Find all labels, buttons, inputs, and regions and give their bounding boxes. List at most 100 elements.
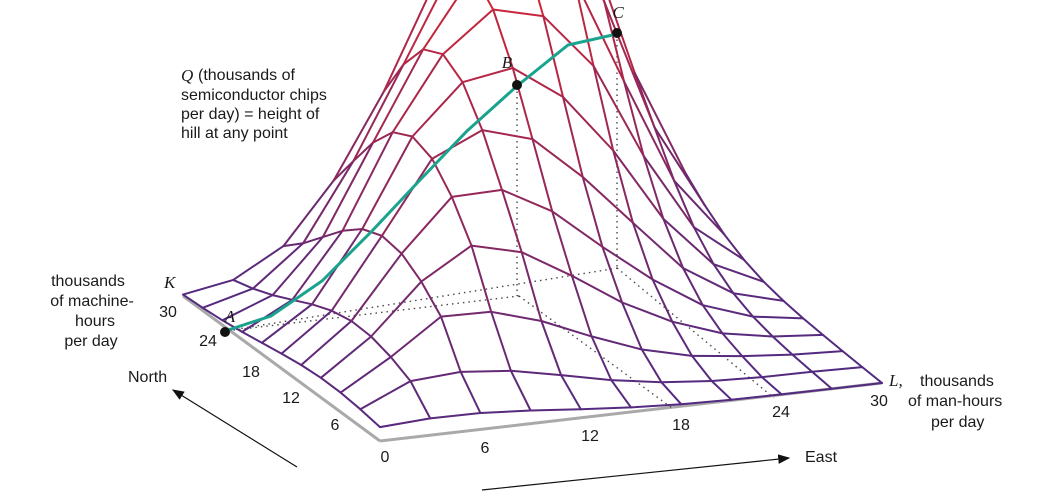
mesh-line-83 xyxy=(350,252,403,322)
mesh-line-157 xyxy=(642,155,695,229)
mesh-line-44 xyxy=(420,280,442,318)
mesh-line-218 xyxy=(684,171,706,207)
mesh-line-76 xyxy=(352,141,374,163)
l-axis-label-line-1: thousands xyxy=(920,373,994,390)
projection-a-to-c xyxy=(224,267,619,332)
mesh-line-51 xyxy=(590,335,643,351)
mesh-line-187 xyxy=(352,63,405,163)
mesh-line-151 xyxy=(492,8,545,18)
mesh-line-48 xyxy=(380,234,403,255)
mesh-line-80 xyxy=(560,374,582,411)
mesh-line-77 xyxy=(721,332,774,338)
mesh-line-26 xyxy=(350,320,373,338)
mesh-line-177 xyxy=(623,80,676,182)
mesh-line-10 xyxy=(260,341,283,355)
point-a xyxy=(220,327,230,337)
mesh-line-27 xyxy=(509,369,563,377)
k-axis-base xyxy=(182,294,381,443)
mesh-line-24 xyxy=(370,335,392,358)
mesh-line-114 xyxy=(486,0,495,11)
l-tick-12: 12 xyxy=(581,428,599,445)
mesh-line-71 xyxy=(570,274,624,304)
mesh-line-31 xyxy=(610,379,663,384)
mesh-line-59 xyxy=(791,350,844,356)
mesh-line-160 xyxy=(760,376,783,396)
mesh-line-131 xyxy=(511,67,564,98)
mesh-line-102 xyxy=(590,335,613,382)
mesh-line-87 xyxy=(450,188,503,198)
mesh-line-106 xyxy=(551,210,573,277)
mesh-line-52 xyxy=(341,228,364,232)
mesh-line-127 xyxy=(411,81,464,138)
mesh-line-104 xyxy=(570,274,593,338)
mesh-line-178 xyxy=(602,0,606,3)
mesh-line-56 xyxy=(302,236,324,245)
l-axis-symbol: L, xyxy=(888,371,903,390)
mesh-line-165 xyxy=(321,141,374,239)
mesh-line-79 xyxy=(771,333,824,338)
mesh-line-163 xyxy=(271,236,324,297)
k-axis-label-line-4: per day xyxy=(64,333,117,350)
mesh-line-144 xyxy=(671,320,693,357)
mesh-line-18 xyxy=(182,293,204,309)
mesh-line-128 xyxy=(581,175,604,248)
mesh-line-110 xyxy=(511,67,534,141)
mesh-line-203 xyxy=(232,245,285,281)
mesh-line-120 xyxy=(660,381,683,406)
mesh-line-107 xyxy=(431,129,484,160)
annotation-line-1: (thousands of xyxy=(198,67,296,84)
mesh-line-126 xyxy=(601,245,624,304)
mesh-line-14 xyxy=(221,319,244,333)
mesh-line-119 xyxy=(732,292,785,302)
q-symbol: Q xyxy=(181,66,193,85)
east-arrow xyxy=(481,454,791,491)
mesh-line-210 xyxy=(762,280,785,302)
mesh-line-100 xyxy=(610,379,632,409)
mesh-line-133 xyxy=(562,95,615,152)
mesh-line-53 xyxy=(640,348,693,357)
mesh-line-208 xyxy=(782,299,805,320)
mesh-line-117 xyxy=(682,267,735,295)
mesh-line-85 xyxy=(400,195,453,255)
mesh-line-28 xyxy=(330,309,353,322)
mesh-line-105 xyxy=(380,157,434,237)
mesh-line-198 xyxy=(633,72,656,129)
mesh-line-91 xyxy=(551,210,604,248)
north-arrow xyxy=(171,389,298,468)
mesh-line-164 xyxy=(721,332,744,358)
mesh-line-176 xyxy=(603,0,625,83)
mesh-line-190 xyxy=(712,263,735,295)
mesh-line-212 xyxy=(743,258,765,283)
mesh-line-206 xyxy=(802,317,824,336)
mesh-line-90 xyxy=(461,81,484,132)
mesh-line-36 xyxy=(251,287,274,297)
mesh-line-69 xyxy=(520,251,573,277)
l-tick-6: 6 xyxy=(481,440,490,457)
mesh-line-63 xyxy=(370,280,423,338)
k-tick-12: 12 xyxy=(282,390,300,407)
mesh-line-3 xyxy=(429,412,482,420)
mesh-line-192 xyxy=(692,226,715,266)
mesh-line-182 xyxy=(791,353,814,373)
mesh-line-169 xyxy=(422,0,458,51)
mesh-line-145 xyxy=(341,131,394,232)
mesh-line-139 xyxy=(712,263,765,283)
mesh-line-170 xyxy=(662,217,685,270)
mesh-line-162 xyxy=(741,355,763,379)
mesh-line-188 xyxy=(732,292,754,318)
mesh-line-186 xyxy=(752,315,774,338)
mesh-line-60 xyxy=(509,369,532,412)
mesh-line-1 xyxy=(379,417,432,429)
mesh-line-43 xyxy=(389,315,442,358)
mesh-line-184 xyxy=(771,335,794,356)
mesh-line-62 xyxy=(490,310,512,372)
projection-c-to-l24 xyxy=(616,267,775,399)
mesh-line-129 xyxy=(461,67,514,84)
k-tick-30: 30 xyxy=(159,304,177,321)
mesh-line-134 xyxy=(537,0,545,18)
k-axis-label-line-1: thousands xyxy=(51,273,125,290)
mesh-line-135 xyxy=(612,149,665,220)
mesh-line-181 xyxy=(201,287,254,309)
mesh-line-16 xyxy=(201,306,224,322)
mesh-line-172 xyxy=(642,155,665,220)
